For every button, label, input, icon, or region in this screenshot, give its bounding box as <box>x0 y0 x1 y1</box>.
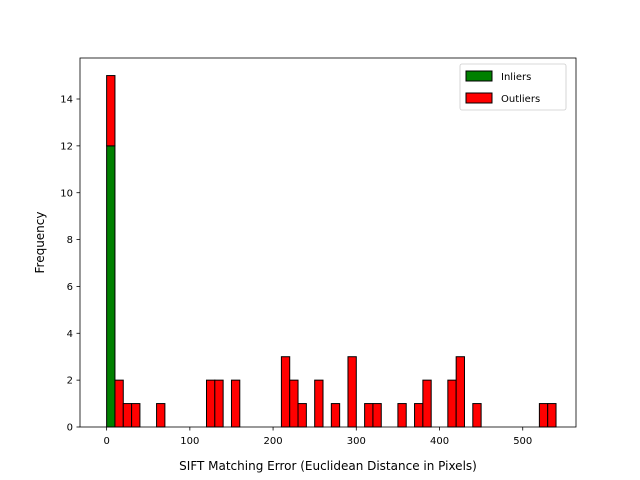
x-axis-ticks: 0 100 200 300 400 500 <box>103 427 532 447</box>
bar-outliers-220 <box>289 379 299 428</box>
legend: Inliers Outliers <box>459 63 567 111</box>
y-tick-label: 12 <box>60 141 73 152</box>
bar-outliers-130 <box>214 379 224 428</box>
y-axis-ticks: 0 2 4 6 8 10 12 14 <box>60 95 80 434</box>
y-tick-label: 0 <box>67 423 73 434</box>
y-tick-label: 4 <box>67 329 73 340</box>
bar-outliers-320 <box>372 403 382 428</box>
y-tick-label: 6 <box>67 282 73 293</box>
bar-outliers-440 <box>472 403 482 428</box>
y-tick-label: 2 <box>67 376 73 387</box>
bar-outliers-290 <box>347 356 357 428</box>
bar-outliers-270 <box>330 403 341 428</box>
bar-outliers-60 <box>156 403 166 428</box>
x-axis-label: SIFT Matching Error (Euclidean Distance … <box>179 459 477 473</box>
bar-outliers-530 <box>547 403 557 428</box>
bar-outliers-120 <box>205 379 216 428</box>
bar-outliers-210 <box>280 356 291 428</box>
legend-swatch-inliers <box>465 70 493 82</box>
bar-outliers-310 <box>364 403 374 428</box>
legend-label-outliers: Outliers <box>501 94 540 105</box>
plot-frame <box>79 57 577 428</box>
x-tick-label: 300 <box>347 436 366 447</box>
x-tick-label: 400 <box>430 436 449 447</box>
bar-outliers-410 <box>447 379 457 428</box>
x-tick-label: 100 <box>180 436 199 447</box>
x-tick-label: 200 <box>264 436 283 447</box>
bar-outliers-230 <box>297 403 307 428</box>
x-tick-label: 500 <box>513 436 532 447</box>
bar-outliers-10 <box>114 379 124 428</box>
y-tick-label: 10 <box>60 188 73 199</box>
legend-swatch-outliers <box>465 92 493 104</box>
bar-outliers-370 <box>414 403 424 428</box>
y-tick-label: 8 <box>67 235 73 246</box>
bar-outliers-250 <box>314 379 324 428</box>
bar-outliers-520 <box>538 403 549 428</box>
y-tick-label: 14 <box>60 95 73 106</box>
bar-outliers-0 <box>106 75 116 147</box>
legend-label-inliers: Inliers <box>501 72 531 83</box>
bar-outliers-150 <box>230 379 241 428</box>
bar-outliers-350 <box>397 403 407 428</box>
bar-outliers-30 <box>131 403 141 428</box>
bar-outliers-420 <box>455 356 465 428</box>
x-tick-label: 0 <box>103 436 109 447</box>
bar-inliers-0 <box>106 145 116 428</box>
bar-outliers-20 <box>122 403 133 428</box>
y-axis-label: Frequency <box>33 212 47 274</box>
bar-outliers-380 <box>422 379 432 428</box>
